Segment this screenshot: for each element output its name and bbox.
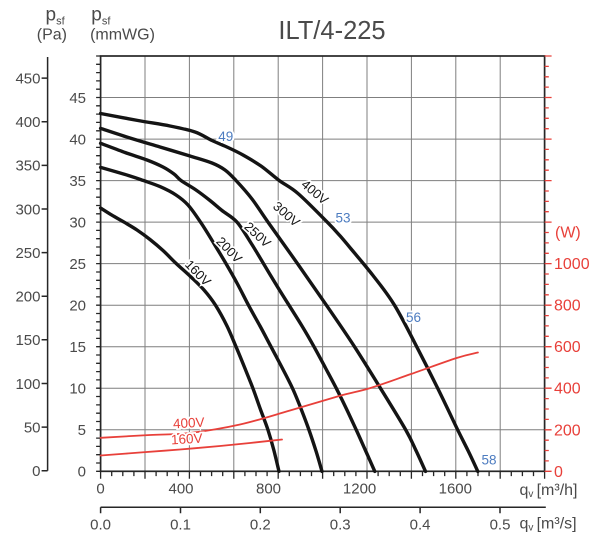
- svg-text:0.5: 0.5: [490, 517, 511, 534]
- svg-text:qv [m³/s]: qv [m³/s]: [520, 516, 577, 534]
- svg-text:25: 25: [69, 256, 86, 273]
- svg-text:150: 150: [15, 332, 40, 349]
- svg-text:56: 56: [406, 310, 421, 325]
- svg-text:400V: 400V: [173, 415, 205, 432]
- svg-text:200: 200: [554, 422, 581, 439]
- svg-text:0.0: 0.0: [90, 517, 111, 534]
- svg-text:ILT/4-225: ILT/4-225: [278, 17, 385, 45]
- svg-text:50: 50: [24, 419, 41, 436]
- svg-text:45: 45: [69, 90, 86, 107]
- svg-text:1600: 1600: [439, 481, 472, 498]
- svg-text:20: 20: [69, 298, 86, 315]
- svg-text:300: 300: [15, 201, 40, 218]
- svg-text:450: 450: [15, 70, 40, 87]
- svg-text:qv [m³/h]: qv [m³/h]: [520, 482, 578, 500]
- svg-text:30: 30: [69, 214, 86, 231]
- svg-text:0: 0: [96, 481, 104, 498]
- svg-text:250: 250: [15, 245, 40, 262]
- svg-text:35: 35: [69, 173, 86, 190]
- svg-text:100: 100: [15, 376, 40, 393]
- svg-text:400: 400: [554, 381, 581, 398]
- svg-text:160V: 160V: [171, 431, 203, 448]
- svg-text:600: 600: [554, 339, 581, 356]
- svg-text:200: 200: [15, 289, 40, 306]
- svg-text:0: 0: [554, 464, 563, 481]
- svg-text:350: 350: [15, 158, 40, 175]
- svg-text:0.4: 0.4: [410, 517, 431, 534]
- svg-text:53: 53: [335, 210, 350, 225]
- svg-text:800: 800: [256, 481, 281, 498]
- svg-text:1200: 1200: [343, 481, 376, 498]
- svg-text:(mmWG): (mmWG): [90, 27, 155, 44]
- svg-text:58: 58: [481, 452, 496, 467]
- svg-text:400: 400: [168, 481, 193, 498]
- svg-text:0: 0: [78, 464, 86, 481]
- svg-text:800: 800: [554, 298, 581, 315]
- svg-text:49: 49: [218, 129, 233, 144]
- svg-text:0.2: 0.2: [250, 517, 271, 534]
- svg-text:0.1: 0.1: [170, 517, 191, 534]
- svg-text:400: 400: [15, 114, 40, 131]
- svg-text:0: 0: [32, 463, 40, 480]
- svg-text:5: 5: [78, 422, 86, 439]
- svg-text:0.3: 0.3: [330, 517, 351, 534]
- svg-text:(Pa): (Pa): [37, 27, 67, 44]
- svg-text:15: 15: [69, 339, 86, 356]
- svg-text:10: 10: [69, 381, 86, 398]
- svg-text:(W): (W): [555, 225, 581, 242]
- svg-text:1000: 1000: [554, 256, 590, 273]
- svg-text:40: 40: [69, 131, 86, 148]
